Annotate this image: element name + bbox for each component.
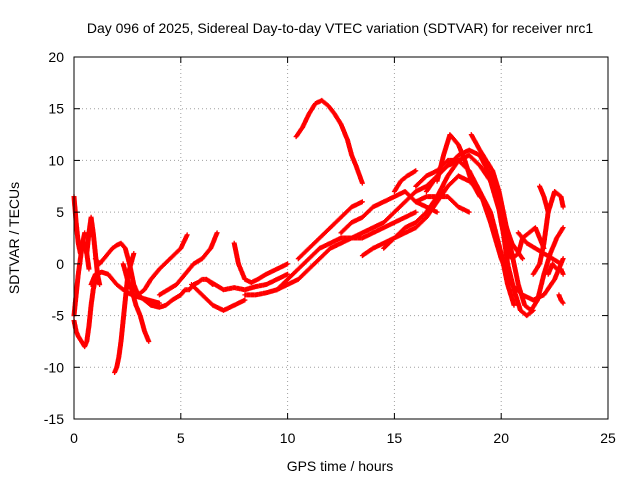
series-pass-16 [274,157,461,293]
data-marker-trace [413,194,472,215]
y-axis-label: SDTVAR / TECUs [6,182,22,294]
data-marker-trace [391,168,419,194]
data-marker-trace [189,282,248,313]
tick-labels: 0 5 10 15 20 25 -15 -10 -5 0 5 10 15 20 [44,49,616,446]
series-pass-33 [556,292,566,306]
series-pass-30 [530,189,566,277]
y-tick-label: -5 [52,308,65,324]
series-pass-18 [293,97,365,186]
x-tick-label: 15 [387,430,403,446]
x-tick-label: 20 [493,430,509,446]
series-pass-24 [434,132,483,200]
series-pass-27 [468,132,566,313]
y-tick-label: 0 [56,256,64,272]
data-marker-trace [203,271,291,293]
series-pass-22 [391,168,419,194]
series-pass-32 [545,261,566,277]
plot-frame [73,56,609,420]
series-pass-12 [189,282,248,313]
axis-ticks [73,56,609,420]
data-marker-trace [295,199,365,262]
series-pass-28 [488,178,547,262]
data-marker-trace [135,232,190,298]
y-tick-label: 15 [48,101,64,117]
data-marker-trace [274,157,461,293]
x-tick-label: 25 [600,430,616,446]
chart-title: Day 096 of 2025, Sidereal Day-to-day VTE… [87,20,593,36]
data-marker-trace [293,97,365,186]
data-marker-trace [468,132,566,313]
series-pass-31 [537,183,551,215]
x-axis-label: GPS time / hours [287,458,394,474]
series-pass-11 [156,230,220,298]
y-tick-label: 5 [56,204,64,220]
series-pass-26 [413,194,472,215]
y-tick-label: 20 [48,49,64,65]
data-marker-trace [556,292,566,306]
y-tick-label: 10 [48,152,64,168]
series-pass-17 [295,199,365,262]
x-tick-label: 5 [177,430,185,446]
y-tick-label: -10 [44,359,64,375]
series-pass-10 [135,232,190,298]
data-marker-trace [231,240,291,285]
data-marker-trace [537,183,551,215]
series-pass-13 [203,271,291,293]
x-tick-label: 10 [280,430,296,446]
series-pass-14 [231,240,291,285]
data-points [71,97,566,375]
data-marker-trace [488,178,547,262]
data-marker-trace [545,261,566,277]
series-pass-8 [120,261,152,344]
y-tick-label: -15 [44,411,64,427]
x-tick-label: 0 [70,430,78,446]
data-marker-trace [530,189,566,277]
data-marker-trace [156,230,220,298]
data-marker-trace [120,261,152,344]
data-marker-trace [434,132,483,200]
